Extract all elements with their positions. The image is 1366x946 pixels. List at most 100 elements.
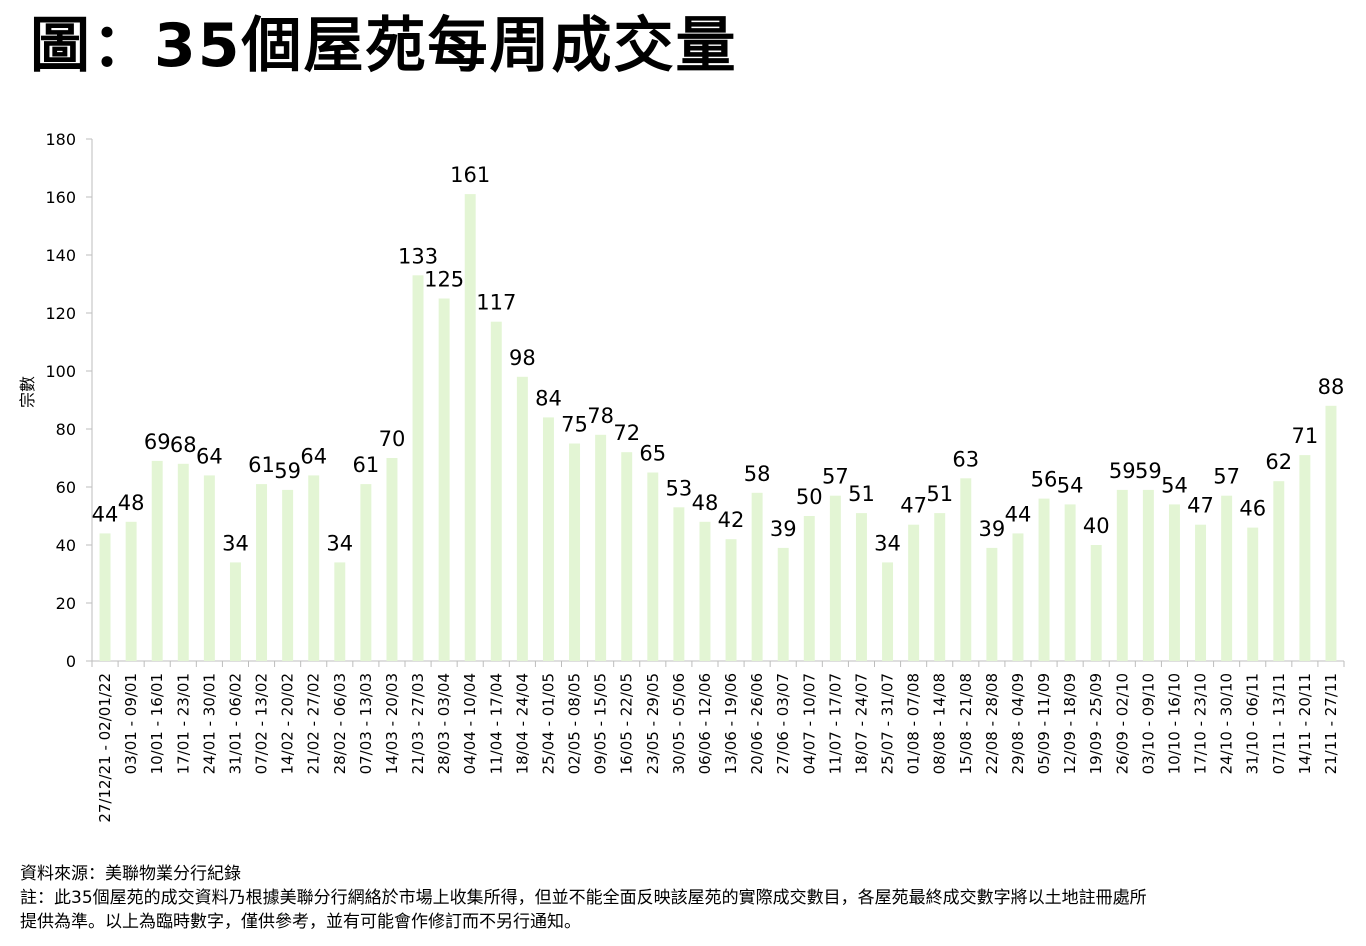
- x-tick-label: 22/08 - 28/08: [983, 673, 1001, 774]
- x-tick-label: 31/10 - 06/11: [1244, 673, 1262, 774]
- bar: [1090, 545, 1102, 661]
- bar: [386, 458, 398, 661]
- x-tick-label: 07/03 - 13/03: [357, 673, 375, 774]
- bar: [256, 484, 268, 661]
- data-label: 46: [1239, 497, 1266, 521]
- source-note: 資料來源：美聯物業分行紀錄: [20, 864, 241, 884]
- y-tick-label: 120: [45, 304, 76, 323]
- x-tick-label: 21/02 - 27/02: [305, 673, 323, 774]
- data-label: 51: [848, 482, 875, 506]
- data-label: 68: [170, 433, 197, 457]
- y-tick-label: 140: [45, 246, 76, 265]
- data-label: 56: [1031, 468, 1058, 492]
- bar: [1116, 489, 1128, 661]
- data-label: 69: [144, 430, 171, 454]
- data-label: 61: [248, 453, 275, 477]
- x-tick-label: 09/05 - 15/05: [592, 673, 610, 774]
- x-tick-label: 14/11 - 20/11: [1296, 673, 1314, 774]
- data-label: 47: [900, 494, 927, 518]
- bar: [1325, 405, 1337, 661]
- x-tick-label: 28/03 - 03/04: [435, 673, 453, 774]
- x-tick-label: 11/04 - 17/04: [487, 673, 505, 774]
- chart-notes: 資料來源：美聯物業分行紀錄 註：此35個屋苑的成交資料乃根據美聯分行網絡於市場上…: [20, 862, 1360, 934]
- data-label: 63: [952, 447, 979, 471]
- x-tick-label: 06/06 - 12/06: [696, 673, 714, 774]
- data-label: 59: [1109, 459, 1136, 483]
- data-label: 50: [796, 485, 823, 509]
- data-label: 61: [353, 453, 380, 477]
- data-label: 48: [692, 491, 719, 515]
- x-tick-label: 07/11 - 13/11: [1270, 673, 1288, 774]
- bar: [412, 275, 424, 661]
- x-tick-label: 30/05 - 05/06: [670, 673, 688, 774]
- y-tick-label: 160: [45, 188, 76, 207]
- bar: [934, 513, 946, 661]
- data-label: 64: [196, 444, 223, 468]
- x-tick-label: 26/09 - 02/10: [1113, 673, 1131, 774]
- data-label: 40: [1083, 514, 1110, 538]
- data-label: 88: [1318, 375, 1345, 399]
- x-tick-label: 18/04 - 24/04: [513, 673, 531, 774]
- data-label: 57: [1213, 465, 1240, 489]
- data-label: 39: [770, 517, 797, 541]
- bar: [1012, 533, 1024, 661]
- bar: [751, 492, 763, 661]
- bar: [960, 478, 972, 661]
- y-tick-label: 80: [56, 420, 76, 439]
- x-tick-label: 19/09 - 25/09: [1087, 673, 1105, 774]
- bar: [986, 547, 998, 661]
- data-label: 84: [535, 386, 562, 410]
- bar: [647, 472, 659, 661]
- data-label: 133: [398, 244, 438, 268]
- x-tick-label: 03/01 - 09/01: [122, 673, 140, 774]
- bar: [1064, 504, 1076, 661]
- x-tick-label: 10/01 - 16/01: [148, 673, 166, 774]
- x-tick-label: 02/05 - 08/05: [566, 673, 584, 774]
- data-label: 54: [1161, 473, 1188, 497]
- x-tick-label: 29/08 - 04/09: [1009, 673, 1027, 774]
- bar: [777, 547, 789, 661]
- bar: [516, 376, 528, 661]
- data-label: 70: [379, 427, 406, 451]
- bar: [125, 521, 137, 661]
- x-tick-label: 10/10 - 16/10: [1165, 673, 1183, 774]
- data-label: 42: [718, 508, 745, 532]
- bar-series: [99, 194, 1337, 661]
- x-tick-label: 04/07 - 10/07: [800, 673, 818, 774]
- x-tick-label: 27/06 - 03/07: [774, 673, 792, 774]
- bar: [621, 452, 633, 661]
- bar: [1299, 455, 1311, 661]
- bar: [464, 194, 476, 661]
- bar: [673, 507, 685, 661]
- data-label: 72: [613, 421, 640, 445]
- data-label: 51: [926, 482, 953, 506]
- x-tick-label: 21/11 - 27/11: [1322, 673, 1340, 774]
- data-label: 75: [561, 413, 588, 437]
- data-label: 71: [1292, 424, 1319, 448]
- x-tick-label: 16/05 - 22/05: [618, 673, 636, 774]
- data-label: 65: [639, 442, 666, 466]
- data-label: 53: [666, 476, 693, 500]
- bar: [308, 475, 320, 661]
- data-label: 54: [1057, 473, 1084, 497]
- data-label: 125: [424, 268, 464, 292]
- bar: [1247, 527, 1259, 661]
- x-tick-label: 24/01 - 30/01: [200, 673, 218, 774]
- x-tick-label: 14/02 - 20/02: [279, 673, 297, 774]
- data-label: 98: [509, 346, 536, 370]
- x-tick-label: 11/07 - 17/07: [826, 673, 844, 774]
- x-tick-label: 14/03 - 20/03: [383, 673, 401, 774]
- bar: [1168, 504, 1180, 661]
- data-label: 34: [874, 531, 901, 555]
- data-label: 39: [979, 517, 1006, 541]
- data-label: 59: [1135, 459, 1162, 483]
- data-label: 58: [744, 462, 771, 486]
- data-label: 44: [92, 502, 119, 526]
- bar: [1221, 495, 1233, 661]
- x-tick-label: 24/10 - 30/10: [1218, 673, 1236, 774]
- y-tick-label: 20: [56, 594, 76, 613]
- bar: [1038, 498, 1050, 661]
- bar: [229, 562, 241, 661]
